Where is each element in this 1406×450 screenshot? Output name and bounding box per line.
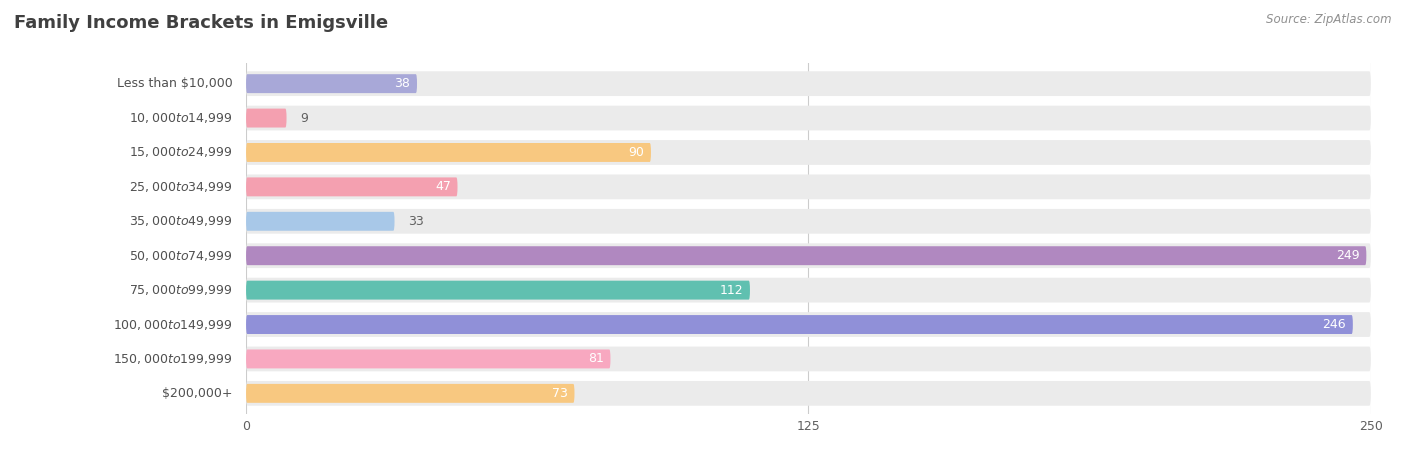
Text: $15,000 to $24,999: $15,000 to $24,999 — [129, 145, 232, 159]
Text: $150,000 to $199,999: $150,000 to $199,999 — [112, 352, 232, 366]
Text: 38: 38 — [395, 77, 411, 90]
FancyBboxPatch shape — [246, 346, 1371, 371]
FancyBboxPatch shape — [246, 175, 1371, 199]
Text: $200,000+: $200,000+ — [162, 387, 232, 400]
FancyBboxPatch shape — [246, 209, 1371, 234]
FancyBboxPatch shape — [246, 108, 287, 127]
Text: Family Income Brackets in Emigsville: Family Income Brackets in Emigsville — [14, 14, 388, 32]
FancyBboxPatch shape — [246, 106, 1371, 130]
Text: 81: 81 — [588, 352, 603, 365]
Text: $35,000 to $49,999: $35,000 to $49,999 — [129, 214, 232, 228]
FancyBboxPatch shape — [246, 143, 651, 162]
FancyBboxPatch shape — [246, 140, 1371, 165]
FancyBboxPatch shape — [246, 246, 1367, 265]
Text: 47: 47 — [434, 180, 451, 194]
Text: 90: 90 — [628, 146, 644, 159]
Text: 33: 33 — [408, 215, 423, 228]
Text: 112: 112 — [720, 284, 744, 297]
Text: 9: 9 — [299, 112, 308, 125]
FancyBboxPatch shape — [246, 350, 610, 369]
FancyBboxPatch shape — [246, 243, 1371, 268]
Text: $10,000 to $14,999: $10,000 to $14,999 — [129, 111, 232, 125]
FancyBboxPatch shape — [246, 74, 418, 93]
Text: 246: 246 — [1323, 318, 1346, 331]
FancyBboxPatch shape — [246, 315, 1353, 334]
FancyBboxPatch shape — [246, 177, 457, 196]
Text: Less than $10,000: Less than $10,000 — [117, 77, 232, 90]
Text: 73: 73 — [553, 387, 568, 400]
Text: $100,000 to $149,999: $100,000 to $149,999 — [112, 318, 232, 332]
Text: $50,000 to $74,999: $50,000 to $74,999 — [129, 249, 232, 263]
FancyBboxPatch shape — [246, 278, 1371, 302]
FancyBboxPatch shape — [246, 281, 749, 300]
FancyBboxPatch shape — [246, 312, 1371, 337]
Text: $75,000 to $99,999: $75,000 to $99,999 — [129, 283, 232, 297]
FancyBboxPatch shape — [246, 71, 1371, 96]
FancyBboxPatch shape — [246, 384, 575, 403]
Text: Source: ZipAtlas.com: Source: ZipAtlas.com — [1267, 14, 1392, 27]
Text: $25,000 to $34,999: $25,000 to $34,999 — [129, 180, 232, 194]
Text: 249: 249 — [1336, 249, 1360, 262]
FancyBboxPatch shape — [246, 212, 395, 231]
FancyBboxPatch shape — [246, 381, 1371, 406]
